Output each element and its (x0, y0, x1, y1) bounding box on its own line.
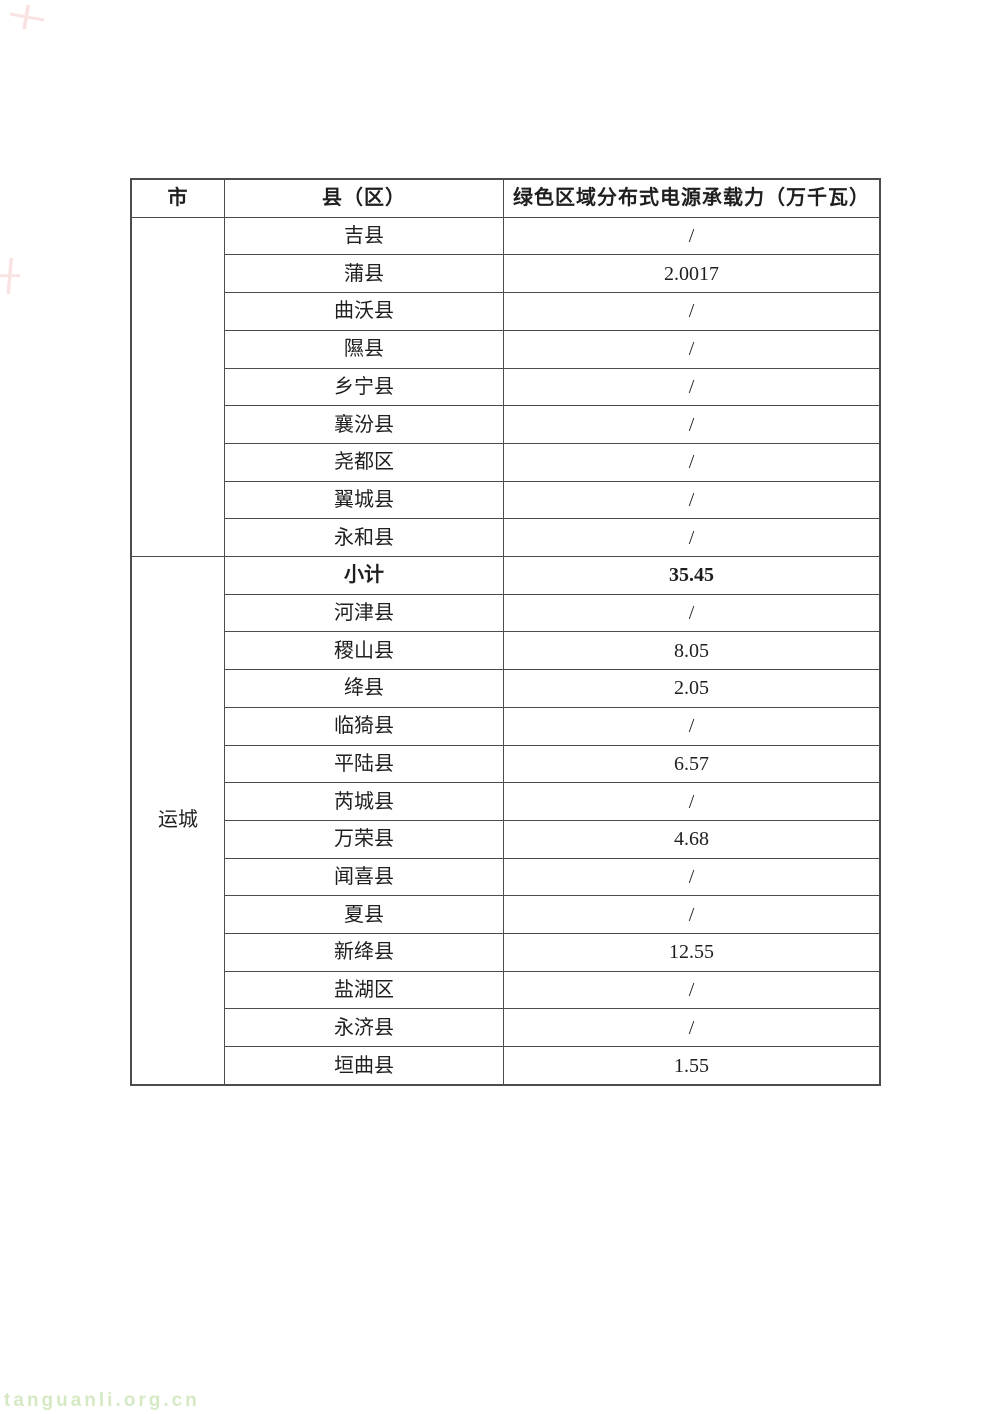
county-cell: 蒲县 (225, 255, 504, 293)
county-cell: 襄汾县 (225, 406, 504, 443)
table-row: 垣曲县 1.55 (225, 1047, 879, 1084)
red-stamp-mark (10, 5, 44, 29)
value-cell: / (688, 903, 695, 926)
value-cell: 2.05 (674, 677, 709, 700)
city-cell-continued (132, 218, 224, 557)
value-cell: / (688, 1016, 695, 1039)
county-cell: 万荣县 (225, 820, 504, 858)
city-column: 市 运城 (132, 180, 225, 1084)
table-row: 隰县 / (225, 330, 879, 369)
value-cell: 8.05 (674, 639, 709, 662)
county-cell: 稷山县 (225, 632, 504, 670)
county-cell: 芮城县 (225, 783, 504, 820)
county-cell: 临猗县 (225, 707, 504, 745)
value-cell: / (688, 979, 695, 1002)
value-cell: / (688, 300, 695, 323)
county-cell: 隰县 (225, 330, 504, 368)
county-cell: 永和县 (225, 519, 504, 557)
col-header-capacity: 绿色区域分布式电源承载力（万千瓦） (513, 187, 870, 210)
county-cell: 吉县 (225, 217, 504, 255)
site-watermark: tanguanli.org.cn (4, 1390, 200, 1411)
table-row: 夏县 / (225, 896, 879, 935)
value-cell: / (688, 715, 695, 738)
capacity-table: 市 运城 县（区） 绿色区域分布式电源承载力（万千瓦） 吉县 / 蒲县 2.00… (130, 178, 881, 1086)
county-cell: 绛县 (225, 670, 504, 707)
table-row: 临猗县 / (225, 707, 879, 746)
table-row: 永济县 / (225, 1009, 879, 1048)
value-cell: 1.55 (674, 1054, 709, 1077)
red-stamp-mark (0, 258, 20, 294)
county-cell: 尧都区 (225, 443, 504, 481)
county-cell: 翼城县 (225, 481, 504, 519)
county-cell: 河津县 (225, 594, 504, 632)
col-header-county: 县（区） (225, 180, 504, 217)
county-cell: 平陆县 (225, 745, 504, 783)
value-cell: / (688, 413, 695, 436)
table-row: 永和县 / (225, 519, 879, 558)
value-cell: 35.45 (669, 564, 714, 587)
table-row: 盐湖区 / (225, 971, 879, 1010)
table-row: 新绛县 12.55 (225, 934, 879, 972)
county-cell: 垣曲县 (225, 1047, 504, 1084)
value-cell: / (688, 866, 695, 888)
value-cell: / (688, 488, 695, 511)
table-row: 稷山县 8.05 (225, 632, 879, 671)
city-cell-yuncheng: 运城 (158, 809, 198, 832)
table-row: 河津县 / (225, 594, 879, 633)
subtotal-row: 小计 35.45 (225, 557, 879, 595)
table-row: 乡宁县 / (225, 368, 879, 407)
table-row: 平陆县 6.57 (225, 745, 879, 784)
value-cell: / (688, 375, 695, 398)
table-row: 尧都区 / (225, 443, 879, 482)
value-cell: / (688, 526, 695, 549)
table-row: 蒲县 2.0017 (225, 255, 879, 294)
value-cell: 6.57 (674, 752, 709, 775)
county-cell: 新绛县 (225, 934, 504, 971)
county-cell: 曲沃县 (225, 293, 504, 330)
county-value-columns: 县（区） 绿色区域分布式电源承载力（万千瓦） 吉县 / 蒲县 2.0017 曲沃… (225, 180, 879, 1084)
table-row: 绛县 2.05 (225, 670, 879, 708)
county-cell: 永济县 (225, 1009, 504, 1047)
table-row: 闻喜县 / (225, 858, 879, 897)
table-row: 万荣县 4.68 (225, 820, 879, 859)
value-cell: 4.68 (674, 828, 709, 851)
header-row: 县（区） 绿色区域分布式电源承载力（万千瓦） (225, 180, 879, 218)
value-cell: / (688, 451, 695, 474)
table-row: 翼城县 / (225, 481, 879, 520)
value-cell: / (688, 225, 695, 248)
value-cell: / (688, 338, 695, 361)
table-row: 襄汾县 / (225, 406, 879, 444)
table-row: 芮城县 / (225, 783, 879, 821)
county-cell: 乡宁县 (225, 368, 504, 406)
county-cell: 闻喜县 (225, 858, 504, 896)
value-cell: 12.55 (669, 941, 714, 964)
county-cell: 小计 (225, 557, 504, 594)
county-cell: 夏县 (225, 896, 504, 934)
table-row: 曲沃县 / (225, 293, 879, 331)
value-cell: / (688, 602, 695, 625)
county-cell: 盐湖区 (225, 971, 504, 1009)
table-row: 吉县 / (225, 217, 879, 256)
value-cell: 2.0017 (664, 262, 719, 285)
value-cell: / (688, 790, 695, 813)
col-header-city: 市 (132, 180, 224, 218)
